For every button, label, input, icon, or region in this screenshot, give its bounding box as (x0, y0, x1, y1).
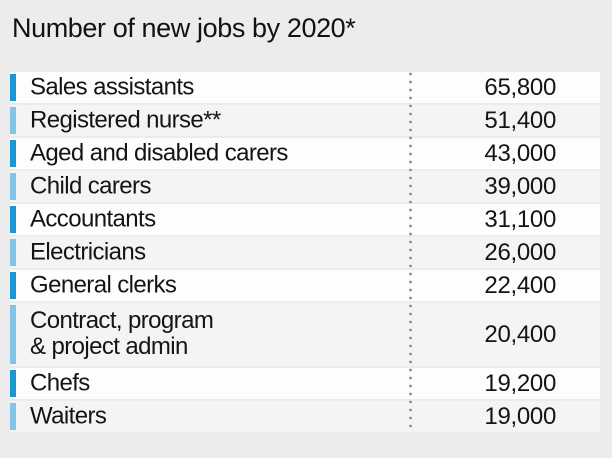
row-marker-bar (10, 206, 16, 233)
table-row: Child carers 39,000 (10, 171, 600, 202)
row-marker-bar (10, 370, 16, 397)
job-label: Accountants (30, 205, 156, 233)
table-row: Registered nurse** 51,400 (10, 105, 600, 136)
job-value: 65,800 (484, 73, 556, 101)
job-value: 39,000 (484, 172, 556, 200)
row-marker-bar (10, 403, 16, 430)
job-label-line: & project admin (30, 333, 188, 361)
jobs-table: Sales assistants 65,800 Registered nurse… (10, 72, 600, 432)
job-label: General clerks (30, 271, 177, 299)
table-row: Aged and disabled carers 43,000 (10, 138, 600, 169)
job-value: 19,200 (484, 369, 556, 397)
table-row: Electricians 26,000 (10, 237, 600, 268)
job-label: Aged and disabled carers (30, 139, 288, 167)
job-label: Registered nurse** (30, 106, 221, 134)
row-marker-bar (10, 107, 16, 134)
row-marker-bar (10, 140, 16, 167)
job-label: Electricians (30, 238, 146, 266)
table-row: General clerks 22,400 (10, 270, 600, 301)
row-marker-bar (10, 173, 16, 200)
dotted-separator (409, 72, 412, 432)
job-value: 20,400 (484, 320, 556, 348)
table-row: Accountants 31,100 (10, 204, 600, 235)
table-row: Waiters 19,000 (10, 401, 600, 432)
job-label: Sales assistants (30, 73, 194, 101)
job-value: 26,000 (484, 238, 556, 266)
table-row: Chefs 19,200 (10, 368, 600, 399)
row-marker-bar (10, 239, 16, 266)
job-label: Chefs (30, 369, 90, 397)
row-marker-bar (10, 305, 16, 364)
job-label-line: Contract, program (30, 306, 214, 334)
job-value: 22,400 (484, 271, 556, 299)
row-marker-bar (10, 272, 16, 299)
job-value: 31,100 (484, 205, 556, 233)
table-row: Sales assistants 65,800 (10, 72, 600, 103)
job-value: 43,000 (484, 139, 556, 167)
table-row: Contract, program & project admin 20,400 (10, 303, 600, 366)
job-label: Contract, program & project admin (30, 306, 214, 362)
job-label: Child carers (30, 172, 151, 200)
job-label: Waiters (30, 402, 107, 430)
row-marker-bar (10, 74, 16, 101)
job-value: 51,400 (484, 106, 556, 134)
chart-title: Number of new jobs by 2020* (12, 13, 356, 43)
job-value: 19,000 (484, 402, 556, 430)
